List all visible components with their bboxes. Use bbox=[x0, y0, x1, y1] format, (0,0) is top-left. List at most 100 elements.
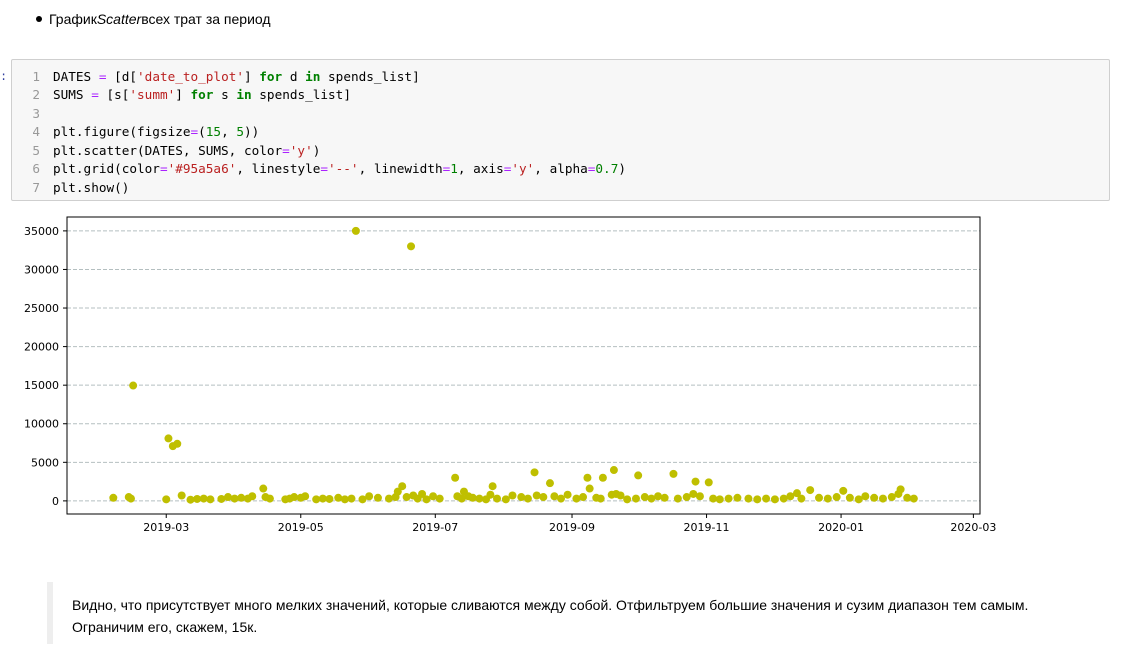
data-point bbox=[457, 494, 466, 503]
code-line[interactable]: 7 plt.show() bbox=[12, 178, 129, 197]
data-point bbox=[762, 494, 771, 503]
code-token: = bbox=[91, 87, 99, 103]
y-tick-label: 30000 bbox=[24, 263, 59, 276]
code-token: in bbox=[236, 87, 252, 103]
line-number: 3 bbox=[32, 105, 40, 121]
data-point bbox=[290, 493, 299, 502]
code-line[interactable]: 6 plt.grid(color = '#95a5a6', linestyle = '--… bbox=[12, 160, 626, 179]
data-point bbox=[598, 473, 607, 482]
code-token: [d[ bbox=[106, 68, 138, 84]
data-point bbox=[669, 469, 678, 478]
code-cell[interactable]: 1 DATES = [d['date_to_plot'] for d in spe… bbox=[11, 59, 1110, 201]
code-line[interactable]: 3 bbox=[12, 104, 53, 123]
data-point bbox=[340, 495, 349, 504]
data-point bbox=[206, 495, 215, 504]
data-point bbox=[823, 494, 832, 503]
data-point bbox=[265, 494, 274, 503]
data-point bbox=[126, 494, 135, 503]
code-token: '--' bbox=[328, 161, 359, 177]
data-point bbox=[199, 494, 208, 503]
code-token: SUMS bbox=[53, 87, 92, 103]
data-point bbox=[691, 477, 700, 486]
markdown-note-cell: Видно, что присутствует много мелких зна… bbox=[47, 582, 1107, 644]
data-point bbox=[709, 494, 718, 503]
data-point bbox=[318, 494, 327, 503]
code-line[interactable]: 4 plt.figure(figsize =(15, 5)) bbox=[12, 123, 259, 142]
data-point bbox=[488, 482, 497, 491]
data-point bbox=[845, 493, 854, 502]
data-point bbox=[429, 492, 438, 501]
line-number: 2 bbox=[32, 87, 40, 103]
line-number: 7 bbox=[32, 179, 40, 195]
x-tick-label: 2019-05 bbox=[278, 521, 324, 534]
data-point bbox=[301, 492, 310, 501]
code-token: , linestyle bbox=[236, 161, 321, 177]
code-token: ) bbox=[312, 142, 321, 158]
scatter-plot-output: 0 5000 10000 15000 20000 25000 30000 35000 2019-… bbox=[0, 205, 1000, 545]
data-point bbox=[325, 494, 334, 503]
data-point bbox=[631, 494, 640, 503]
data-point bbox=[682, 493, 691, 502]
data-point bbox=[407, 242, 416, 251]
y-tick-label: 25000 bbox=[24, 302, 59, 315]
data-point bbox=[164, 434, 173, 443]
data-point bbox=[572, 494, 581, 503]
data-point bbox=[493, 494, 502, 503]
data-point bbox=[193, 494, 202, 503]
code-line[interactable]: 1 DATES = [d['date_to_plot'] for d in spe… bbox=[12, 67, 419, 86]
data-point bbox=[585, 484, 594, 493]
data-point bbox=[501, 495, 510, 504]
data-point bbox=[715, 495, 724, 504]
code-token: = bbox=[587, 161, 596, 177]
code-token: plt.figure(figsize bbox=[53, 124, 191, 140]
markdown-note-text: Видно, что присутствует много мелких зна… bbox=[72, 597, 1029, 635]
data-point bbox=[556, 494, 565, 503]
data-point bbox=[186, 495, 195, 504]
data-point bbox=[259, 484, 268, 493]
data-point bbox=[903, 493, 912, 502]
code-token: , linewidth bbox=[358, 161, 443, 177]
data-point bbox=[753, 495, 762, 504]
code-token: plt.show() bbox=[53, 179, 130, 195]
data-point bbox=[660, 493, 669, 502]
markdown-bullet-heading: График Scatter всех трат за период bbox=[36, 10, 271, 28]
y-tick-label: 10000 bbox=[24, 418, 59, 431]
data-point bbox=[398, 482, 407, 491]
data-point bbox=[724, 494, 733, 503]
data-point bbox=[583, 473, 592, 482]
code-token: ] bbox=[244, 68, 260, 84]
code-line[interactable]: 5 plt.scatter(DATES, SUMS, color ='y') bbox=[12, 141, 320, 160]
data-point bbox=[815, 493, 824, 502]
y-tick-label: 5000 bbox=[31, 456, 59, 469]
code-token: d bbox=[282, 68, 306, 84]
data-point bbox=[695, 492, 704, 501]
data-point bbox=[704, 478, 713, 487]
code-token: plt.scatter(DATES, SUMS, color bbox=[53, 142, 283, 158]
data-point bbox=[532, 491, 541, 500]
code-token: = bbox=[159, 161, 168, 177]
scatter-plot-svg: 0 5000 10000 15000 20000 25000 30000 35000 2019-… bbox=[24, 216, 996, 534]
plot-frame bbox=[66, 216, 981, 515]
data-point bbox=[616, 491, 625, 500]
data-point bbox=[909, 494, 918, 503]
code-line[interactable]: 2 SUMS = [s['summ'] for s in spends_list] bbox=[12, 86, 351, 105]
data-point bbox=[237, 493, 246, 502]
x-tick-label: 2020-01 bbox=[818, 521, 864, 534]
data-point bbox=[770, 495, 779, 504]
data-point bbox=[854, 495, 863, 504]
data-point bbox=[870, 493, 879, 502]
code-token: = bbox=[503, 161, 512, 177]
data-point bbox=[640, 493, 649, 502]
x-tick-label: 2019-09 bbox=[549, 521, 595, 534]
data-point bbox=[673, 494, 682, 503]
data-point bbox=[384, 494, 393, 503]
data-point bbox=[365, 492, 374, 501]
code-token: for bbox=[259, 68, 283, 84]
data-point bbox=[451, 473, 460, 482]
data-point bbox=[223, 493, 232, 502]
data-point bbox=[393, 487, 402, 496]
data-point bbox=[609, 466, 618, 475]
bullet-dot bbox=[36, 16, 42, 22]
line-number: 6 bbox=[32, 161, 40, 177]
data-point bbox=[312, 495, 321, 504]
